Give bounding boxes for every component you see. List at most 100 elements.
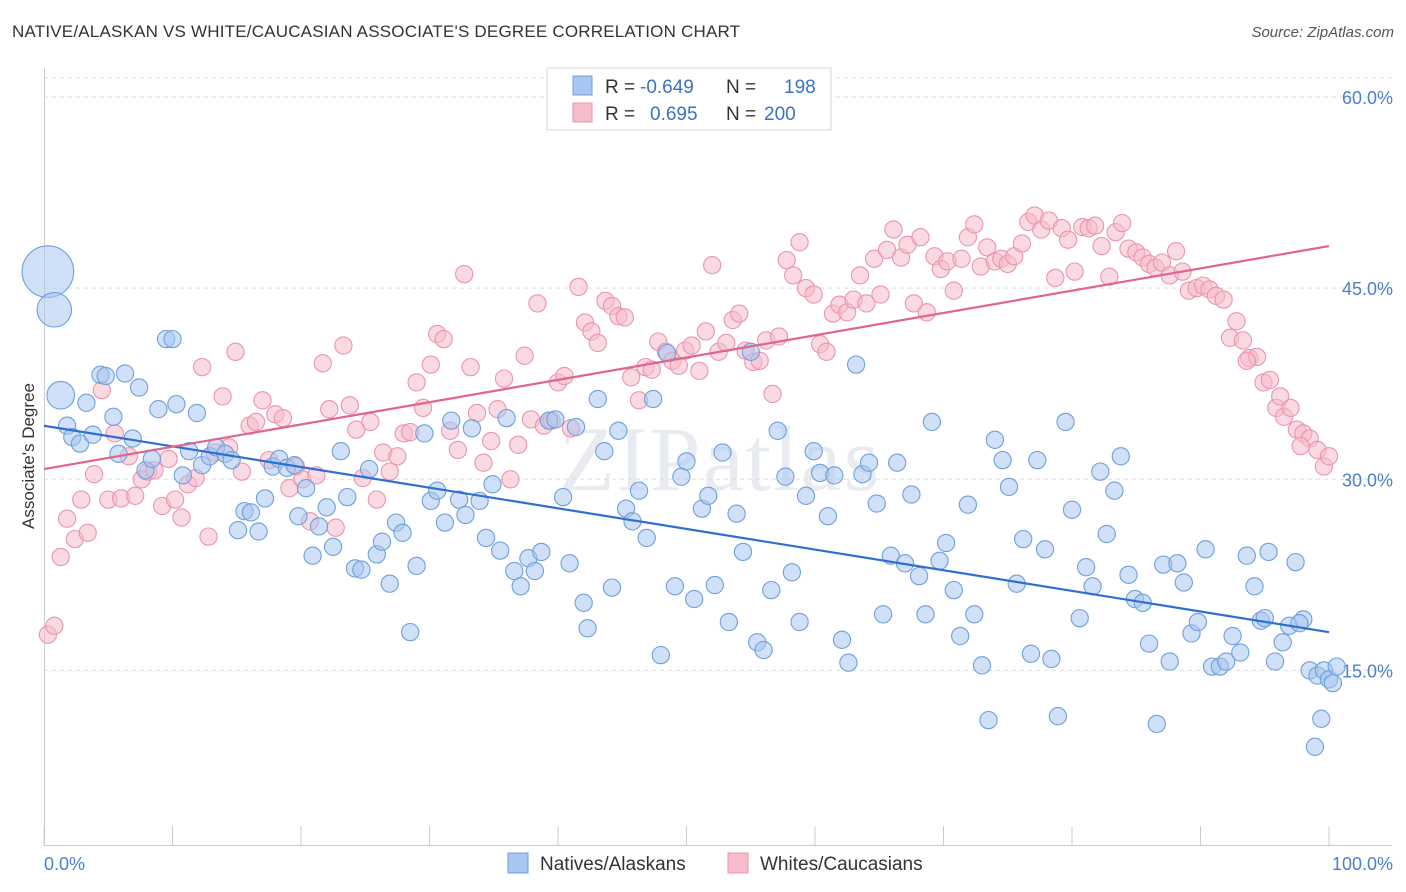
white-caucasian-point xyxy=(965,215,984,234)
white-caucasian-point xyxy=(1260,370,1280,390)
natives-alaskans-trend-line xyxy=(43,424,1330,634)
legend-blue-swatch[interactable] xyxy=(507,852,529,874)
native-alaskan-point xyxy=(727,504,746,523)
white-caucasian-point xyxy=(232,462,252,481)
native-alaskan-point xyxy=(846,355,866,374)
white-caucasian-point xyxy=(917,303,936,322)
native-alaskan-point xyxy=(532,542,551,562)
native-alaskan-point xyxy=(1305,737,1325,756)
white-caucasian-point xyxy=(448,440,467,460)
legend: Natives/Alaskans Whites/Caucasians xyxy=(507,852,923,875)
native-alaskan-point xyxy=(909,566,929,586)
legend-blue-label[interactable]: Natives/Alaskans xyxy=(540,854,686,875)
native-alaskan-point xyxy=(338,487,357,507)
native-alaskan-point xyxy=(331,442,350,461)
white-caucasian-point xyxy=(588,333,607,353)
native-alaskan-point xyxy=(296,479,316,498)
native-alaskan-point xyxy=(1323,673,1343,693)
white-caucasian-point xyxy=(407,373,426,392)
white-caucasian-point xyxy=(1112,213,1132,233)
white-caucasian-point xyxy=(1065,262,1084,281)
white-caucasian-point xyxy=(226,342,245,361)
native-alaskan-point xyxy=(77,393,96,412)
white-caucasian-point xyxy=(246,412,266,432)
native-alaskan-point xyxy=(187,403,207,423)
native-alaskan-point xyxy=(1312,709,1331,728)
legend-pink-label[interactable]: Whites/Caucasians xyxy=(760,854,923,875)
native-alaskan-point xyxy=(255,489,275,508)
stats-blue-n-value: 198 xyxy=(784,77,816,98)
native-alaskan-point xyxy=(859,453,879,472)
native-alaskan-point xyxy=(754,640,773,660)
white-caucasian-point xyxy=(361,412,380,432)
native-alaskan-point xyxy=(407,556,426,576)
native-alaskan-point xyxy=(1255,608,1274,628)
native-alaskan-point xyxy=(1237,546,1256,565)
white-caucasian-point xyxy=(978,238,997,257)
stats-pink-swatch xyxy=(572,102,593,123)
legend-pink-swatch[interactable] xyxy=(727,852,749,874)
stats-pink-n-label: N = xyxy=(726,104,756,125)
native-alaskan-point xyxy=(902,485,921,504)
white-caucasian-point xyxy=(857,294,876,313)
native-alaskan-point xyxy=(719,612,739,632)
native-alaskan-point xyxy=(1042,649,1061,669)
white-caucasian-point xyxy=(434,329,453,349)
native-alaskan-point xyxy=(1231,643,1250,662)
white-caucasian-point xyxy=(192,357,212,377)
white-caucasian-point xyxy=(569,277,588,297)
white-caucasian-point xyxy=(911,228,930,247)
native-alaskan-point xyxy=(839,653,858,672)
native-alaskan-point xyxy=(497,408,516,428)
white-caucasian-point xyxy=(703,256,722,275)
native-alaskan-point xyxy=(142,449,162,469)
native-alaskan-point xyxy=(401,622,420,642)
native-alaskan-point xyxy=(1091,462,1110,481)
native-alaskan-point xyxy=(167,394,186,414)
native-alaskan-point xyxy=(888,453,907,472)
white-caucasian-point xyxy=(669,356,688,375)
native-alaskan-point xyxy=(1188,612,1208,632)
native-alaskan-point xyxy=(380,574,399,593)
native-alaskan-point xyxy=(566,417,586,437)
native-alaskan-point xyxy=(46,380,76,410)
native-alaskan-point xyxy=(965,605,984,624)
natives-alaskans-series xyxy=(21,245,1346,756)
white-caucasian-point xyxy=(340,396,359,415)
native-alaskan-point xyxy=(1286,552,1305,572)
native-alaskan-point xyxy=(442,411,461,430)
native-alaskan-point xyxy=(21,245,75,298)
native-alaskan-point xyxy=(790,612,809,632)
white-caucasian-point xyxy=(455,264,474,284)
native-alaskan-point xyxy=(359,459,379,479)
native-alaskan-point xyxy=(574,593,593,612)
native-alaskan-point xyxy=(415,424,434,443)
white-caucasian-point xyxy=(515,346,534,365)
native-alaskan-point xyxy=(629,481,649,500)
native-alaskan-point xyxy=(483,475,502,494)
native-alaskan-point xyxy=(1028,450,1047,470)
white-caucasian-point xyxy=(494,369,514,388)
native-alaskan-point xyxy=(1265,652,1285,671)
native-alaskan-point xyxy=(936,533,956,553)
white-caucasian-point xyxy=(84,465,104,484)
white-caucasian-point xyxy=(850,266,870,285)
native-alaskan-point xyxy=(578,619,597,638)
native-alaskan-point xyxy=(1223,626,1242,646)
native-alaskan-point xyxy=(832,630,852,649)
white-caucasian-point xyxy=(730,304,749,323)
white-caucasian-point xyxy=(904,294,924,313)
white-caucasian-point xyxy=(313,354,332,373)
white-caucasian-point xyxy=(1085,216,1105,235)
white-caucasian-point xyxy=(690,361,709,381)
white-caucasian-point xyxy=(944,281,963,300)
white-caucasian-point xyxy=(501,470,520,489)
native-alaskan-point xyxy=(867,494,886,513)
white-caucasian-point xyxy=(334,336,353,355)
native-alaskan-point xyxy=(1014,529,1033,549)
native-alaskan-point xyxy=(972,656,992,675)
native-alaskan-point xyxy=(651,645,670,665)
native-alaskan-point xyxy=(713,443,732,462)
native-alaskan-point xyxy=(228,521,248,540)
native-alaskan-point xyxy=(1174,573,1193,592)
